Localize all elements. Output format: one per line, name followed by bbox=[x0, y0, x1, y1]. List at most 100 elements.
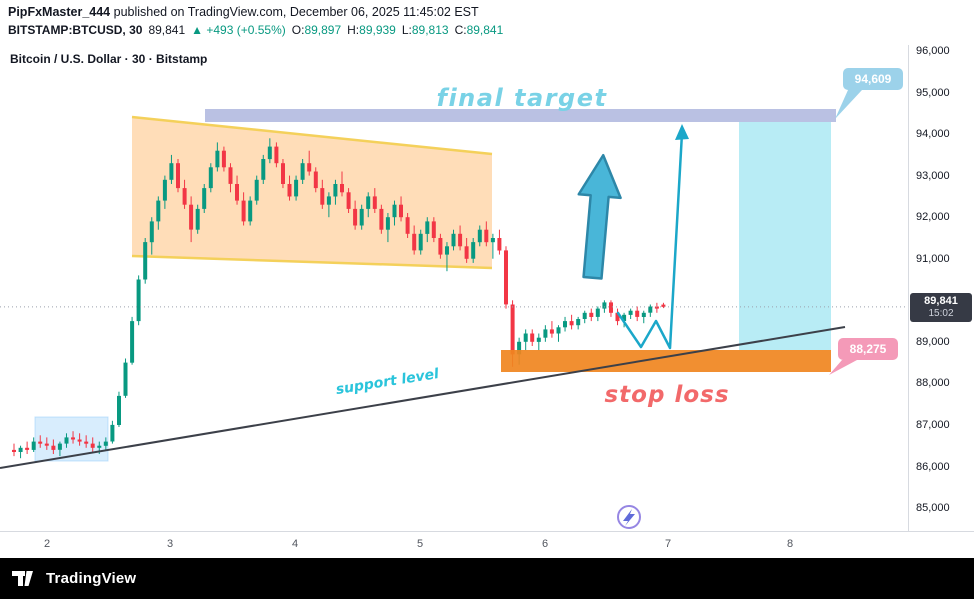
low-value: L:89,813 bbox=[401, 23, 449, 37]
price-tick-label: 92,000 bbox=[916, 211, 950, 224]
candle bbox=[458, 225, 463, 251]
time-tick-label: 4 bbox=[291, 538, 299, 550]
price-tick-label: 85,000 bbox=[916, 502, 950, 514]
candle bbox=[90, 437, 95, 452]
candle bbox=[333, 179, 338, 205]
stop-loss-price-label[interactable]: 88,275 bbox=[838, 338, 898, 360]
time-tick-label: 3 bbox=[166, 538, 174, 550]
time-tick-label: 7 bbox=[664, 538, 672, 550]
candle bbox=[589, 308, 594, 322]
candle bbox=[372, 188, 377, 213]
candle bbox=[313, 167, 318, 193]
candle bbox=[635, 306, 640, 322]
time-tick-label: 5 bbox=[416, 538, 424, 550]
last-price: 89,841 bbox=[148, 23, 186, 37]
candle bbox=[425, 217, 430, 243]
final-target-text[interactable]: final target bbox=[437, 84, 608, 112]
candle bbox=[12, 443, 16, 457]
candle bbox=[641, 310, 646, 324]
candle bbox=[445, 242, 449, 272]
candle bbox=[143, 238, 148, 284]
candle bbox=[549, 321, 554, 338]
high-value: H:89,939 bbox=[347, 23, 396, 37]
final-target-price-label[interactable]: 94,609 bbox=[843, 68, 903, 90]
candle bbox=[38, 435, 43, 448]
candle bbox=[64, 433, 69, 448]
time-tick-label: 8 bbox=[786, 538, 794, 550]
chart-plot-area[interactable]: final target stop loss support level bbox=[0, 45, 908, 531]
price-tick-label: 88,000 bbox=[916, 377, 950, 390]
candle bbox=[51, 439, 56, 454]
stop-loss-band[interactable] bbox=[501, 350, 831, 372]
candle bbox=[281, 159, 285, 189]
candle bbox=[215, 142, 220, 172]
projection-zone[interactable] bbox=[739, 122, 831, 350]
stop-loss-text[interactable]: stop loss bbox=[604, 382, 729, 408]
candle bbox=[484, 221, 489, 247]
badge-countdown: 15:02 bbox=[928, 308, 954, 319]
candle bbox=[340, 171, 344, 197]
candle bbox=[595, 306, 600, 322]
candle bbox=[346, 188, 351, 213]
price-chart-canvas[interactable]: final target stop loss support level bbox=[0, 45, 908, 531]
candle bbox=[366, 192, 371, 218]
target-zone-band[interactable] bbox=[205, 109, 836, 122]
close-value: C:89,841 bbox=[454, 23, 504, 37]
candle bbox=[628, 308, 633, 319]
candle bbox=[195, 204, 200, 234]
candle bbox=[451, 229, 456, 251]
candle bbox=[556, 325, 561, 342]
candle bbox=[385, 213, 390, 243]
badge-price: 89,841 bbox=[924, 295, 958, 307]
candle bbox=[392, 200, 397, 226]
time-tick-label: 6 bbox=[541, 538, 549, 550]
candle bbox=[235, 175, 239, 205]
chart-title: Bitcoin / U.S. Dollar · 30 · Bitstamp bbox=[10, 52, 208, 66]
candle bbox=[353, 200, 358, 230]
candle bbox=[123, 358, 128, 398]
candle bbox=[504, 246, 508, 309]
candle bbox=[287, 175, 292, 201]
candle bbox=[117, 391, 121, 427]
support-trendline[interactable] bbox=[0, 326, 846, 469]
price-tick-label: 94,000 bbox=[916, 128, 950, 141]
stop-callout-tail bbox=[829, 360, 857, 375]
candle bbox=[189, 196, 194, 243]
candle bbox=[149, 217, 154, 255]
time-axis[interactable]: 2 3 4 5 6 7 8 bbox=[0, 531, 974, 559]
candle bbox=[294, 175, 299, 201]
candle bbox=[248, 196, 253, 226]
candle bbox=[202, 184, 207, 213]
candle bbox=[648, 304, 653, 317]
symbol-name[interactable]: BITSTAMP:BTCUSD, 30 bbox=[8, 23, 143, 37]
price-axis[interactable]: 89,841 15:02 96,000 95,000 94,000 93,000 92,… bbox=[908, 45, 974, 558]
tradingview-logo-icon[interactable] bbox=[12, 569, 38, 589]
candle bbox=[31, 437, 36, 452]
support-level-text[interactable]: support level bbox=[335, 366, 441, 398]
up-arrow[interactable] bbox=[572, 153, 625, 280]
candle bbox=[57, 441, 62, 457]
candle bbox=[84, 435, 89, 448]
target-callout-tail bbox=[835, 90, 862, 119]
price-tick-label: 91,000 bbox=[916, 252, 950, 265]
candle bbox=[320, 179, 325, 209]
projection-arrow[interactable] bbox=[616, 124, 689, 350]
lightning-icon[interactable] bbox=[617, 505, 641, 529]
candle bbox=[162, 175, 167, 209]
candle bbox=[110, 420, 115, 444]
candle bbox=[530, 329, 535, 346]
candle bbox=[44, 437, 49, 450]
open-value: O:89,897 bbox=[291, 23, 342, 37]
candle bbox=[136, 275, 141, 326]
candle bbox=[274, 142, 279, 168]
candle bbox=[359, 204, 364, 230]
price-tick-label: 89,000 bbox=[916, 335, 950, 348]
price-change: ▲ +493 (+0.55%) bbox=[191, 23, 286, 37]
candle bbox=[254, 175, 259, 205]
candle bbox=[497, 229, 502, 255]
candle bbox=[536, 333, 541, 351]
candlestick-series bbox=[12, 138, 666, 459]
price-tick-label: 95,000 bbox=[916, 86, 950, 99]
publish-info: published on TradingView.com, December 0… bbox=[110, 5, 479, 19]
tradingview-brand-text[interactable]: TradingView bbox=[46, 570, 137, 587]
